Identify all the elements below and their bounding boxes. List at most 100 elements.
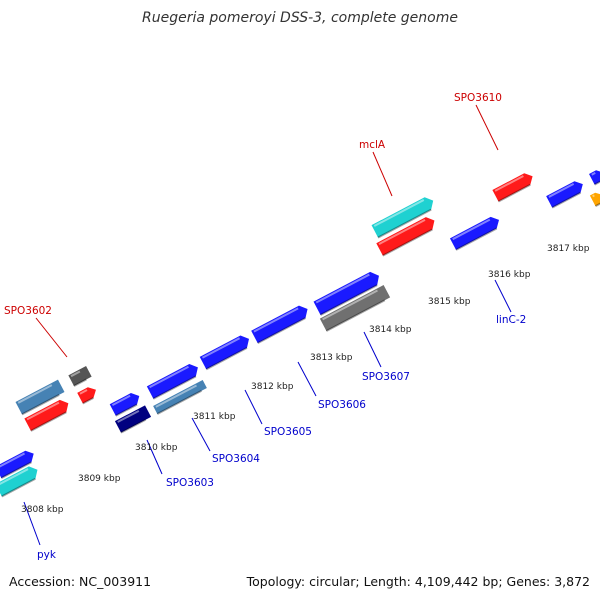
gene-spo3603 (114, 405, 152, 434)
leader-mcla (372, 151, 393, 197)
gene-spo3605-body (199, 335, 250, 370)
gene-outer-1 (0, 450, 34, 479)
gene-inner-1-shade (115, 403, 138, 417)
gene-mcla-cyan (371, 197, 434, 239)
gene-inner-3-shade (320, 284, 378, 316)
gene-outer-4-shine (79, 389, 88, 395)
gene-label-spo3602[interactable]: SPO3602 (4, 305, 52, 317)
leader-spo3603 (146, 439, 163, 475)
gene-outer-6-body (589, 170, 600, 185)
gene-spo3602 (68, 366, 92, 387)
gene-mcla-cyan-shine (373, 199, 425, 227)
gene-spo3606-shade (257, 317, 306, 345)
gene-spo3605-shine (201, 337, 241, 359)
gene-inner-3 (313, 271, 379, 316)
gene-inner-1 (109, 393, 140, 417)
gene-linc2-shine (452, 218, 491, 241)
gene-outer-3 (24, 399, 69, 432)
gene-mcla-body (376, 217, 435, 256)
gene-linc2 (449, 216, 500, 251)
gene-inner-1-body (109, 393, 140, 416)
gene-outer-5-shine (548, 183, 575, 198)
gene-spo3602-shine (70, 370, 81, 378)
gene-label-spo3610[interactable]: SPO3610 (454, 92, 502, 104)
kbp-label-3817: 3817 kbp (547, 244, 590, 254)
leader-spo3605 (244, 389, 263, 425)
gene-spo3607-shade (325, 299, 386, 332)
gene-outer-2-body (15, 379, 65, 415)
gene-spo3607 (319, 285, 391, 332)
gene-label-spo3603[interactable]: SPO3603 (166, 477, 214, 489)
gene-inner-2-shine (149, 365, 189, 389)
gene-outer-6-shade (594, 179, 600, 186)
gene-spo3603-shine (117, 409, 140, 423)
kbp-label-3814: 3814 kbp (369, 325, 412, 335)
gene-spo3602-body (68, 366, 92, 386)
gene-outer-2-shine (17, 384, 53, 404)
gene-inner-3-body (313, 271, 379, 315)
gene-inner-3-shine (315, 273, 370, 304)
gene-outer-5 (546, 181, 583, 209)
gene-label-spo3604[interactable]: SPO3604 (212, 453, 260, 465)
kbp-label-3811: 3811 kbp (193, 412, 236, 422)
gene-inner-1-shine (111, 394, 131, 406)
gene-outer-5-body (546, 181, 583, 208)
gene-linc2-body (449, 216, 500, 250)
gene-pyk-outer-shine (0, 468, 29, 486)
gene-spo3606-body (251, 305, 308, 344)
gene-label-linc2[interactable]: linC-2 (496, 314, 526, 326)
gene-mcla (376, 217, 435, 257)
gene-features (0, 170, 600, 498)
map-title: Ruegeria pomeroyi DSS-3, complete genome (142, 10, 458, 26)
gene-outer-4 (77, 387, 96, 405)
gene-spo3604-body (153, 379, 207, 415)
gene-spo3604-shine (155, 384, 197, 408)
gene-label-spo3606[interactable]: SPO3606 (318, 399, 366, 411)
accession-text: Accession: NC_003911 (9, 574, 152, 589)
gene-label-mcla[interactable]: mclA (359, 139, 386, 151)
gene-mcla-cyan-shade (377, 208, 432, 239)
gene-label-spo3607[interactable]: SPO3607 (362, 371, 410, 383)
gene-spo3605-shade (205, 346, 248, 371)
gene-spo3602-shade (73, 378, 87, 387)
kbp-label-3816: 3816 kbp (488, 270, 531, 280)
gene-spo3604-shade (156, 389, 203, 415)
leader-pyk (23, 501, 41, 546)
gene-spo3606-shine (253, 307, 299, 333)
leader-spo3610 (475, 104, 499, 151)
gene-inner-2 (146, 364, 198, 400)
leader-linc2 (494, 279, 512, 313)
gene-spo3607-shine (322, 289, 378, 321)
gene-spo3603-shade (120, 418, 147, 434)
gene-spo3610-shade (497, 183, 531, 203)
label-leaders (23, 104, 512, 546)
gene-outer-2-shade (21, 393, 60, 416)
gene-linc2-shade (455, 227, 498, 251)
gene-label-spo3605[interactable]: SPO3605 (264, 426, 312, 438)
gene-outer-1-body (0, 450, 34, 479)
gene-outer-5-shade (551, 191, 581, 209)
gene-pyk-outer-body (0, 466, 38, 497)
gene-pyk-outer-shade (1, 477, 36, 498)
gene-label-pyk[interactable]: pyk (37, 549, 57, 561)
gene-outer-6 (589, 170, 600, 186)
kbp-label-3810: 3810 kbp (135, 443, 178, 453)
gene-spo3607-body (319, 285, 391, 331)
gene-inner-2-body (146, 364, 198, 399)
genome-summary-text: Topology: circular; Length: 4,109,442 bp… (246, 574, 590, 589)
gene-outer-7 (589, 192, 600, 207)
gene-spo3606 (251, 305, 308, 345)
gene-outer-7-shine (592, 194, 595, 198)
gene-outer-6-shine (591, 172, 596, 176)
gene-spo3610 (492, 173, 533, 203)
leader-spo3602 (35, 317, 68, 358)
gene-spo3610-shine (494, 175, 524, 192)
leader-spo3604 (191, 417, 211, 452)
labels: 3808 kbp 3809 kbp 3810 kbp 3811 kbp 3812… (4, 92, 590, 561)
gene-pyk-outer (0, 466, 38, 498)
gene-spo3605 (199, 335, 250, 371)
gene-mcla-shine (378, 218, 426, 245)
gene-outer-1-shine (0, 452, 25, 469)
